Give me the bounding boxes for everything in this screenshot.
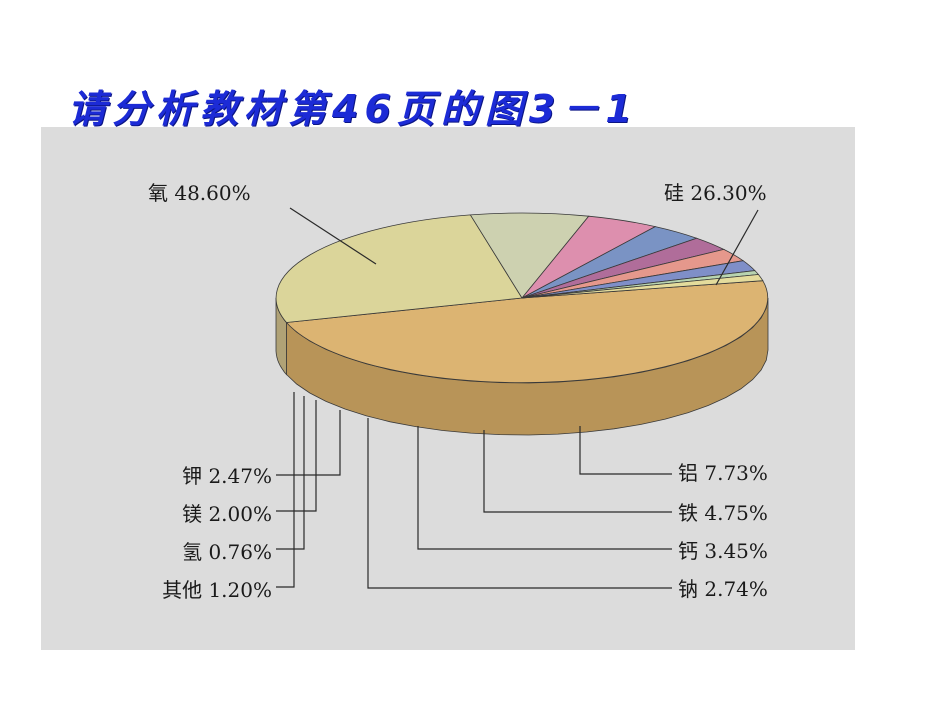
data-label-硅: 硅 26.30% <box>664 181 767 205</box>
pie-slice-其他 <box>521 274 764 299</box>
data-label-钠: 钠 2.74% <box>678 577 768 601</box>
leader-line-钾 <box>276 410 341 476</box>
leader-line-氧 <box>289 207 377 265</box>
leader-line-其他 <box>276 392 295 588</box>
leader-line-钙 <box>417 426 672 550</box>
leader-line-铝 <box>579 426 672 475</box>
pie-slice-硅 <box>275 214 523 323</box>
slide-title: 请分析教材第46页的图3－1 <box>68 87 638 131</box>
data-label-钙: 钙 3.45% <box>678 539 768 563</box>
data-label-氢: 氢 0.76% <box>182 540 272 564</box>
data-label-其他: 其他 1.20% <box>162 578 272 602</box>
pie-slice-氧 <box>285 280 769 384</box>
leader-line-铁 <box>483 430 672 513</box>
data-label-氧: 氧 48.60% <box>148 181 251 205</box>
pie-slice-铝 <box>469 212 590 299</box>
leader-line-钠 <box>367 418 672 589</box>
leader-line-氢 <box>276 396 305 550</box>
data-label-镁: 镁 2.00% <box>182 502 272 526</box>
leader-line-硅 <box>715 209 759 286</box>
data-label-铝: 铝 7.73% <box>678 461 768 485</box>
data-label-钾: 钾 2.47% <box>182 464 272 488</box>
leader-line-镁 <box>276 400 317 512</box>
data-label-铁: 铁 4.75% <box>678 501 768 525</box>
